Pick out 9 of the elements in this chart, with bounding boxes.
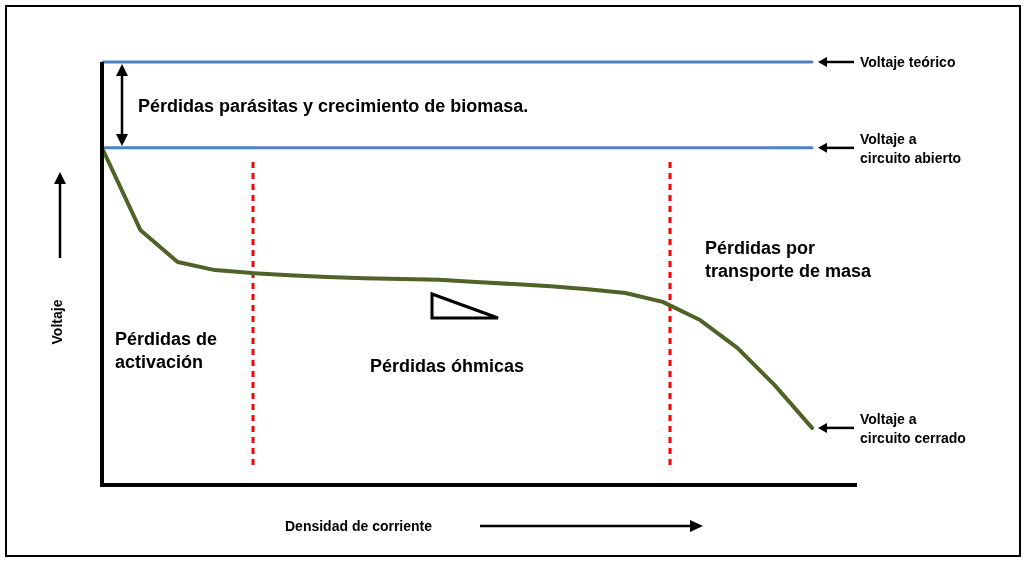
y-axis-title: Voltaje bbox=[49, 299, 65, 345]
x-axis-title: Densidad de corriente bbox=[285, 518, 433, 534]
annotation: Pérdidas de activación bbox=[115, 329, 218, 372]
text: Voltaje a circuito cerrado bbox=[860, 410, 966, 446]
annotation: Pérdidas óhmicas bbox=[370, 356, 525, 376]
annotation: Pérdidas por transporte de masa bbox=[705, 238, 873, 281]
annotation: Pérdidas parásitas y crecimiento de biomasa. bbox=[138, 96, 529, 116]
text: Voltaje a circuito abierto bbox=[860, 130, 962, 166]
text: Voltaje teórico bbox=[860, 54, 956, 70]
